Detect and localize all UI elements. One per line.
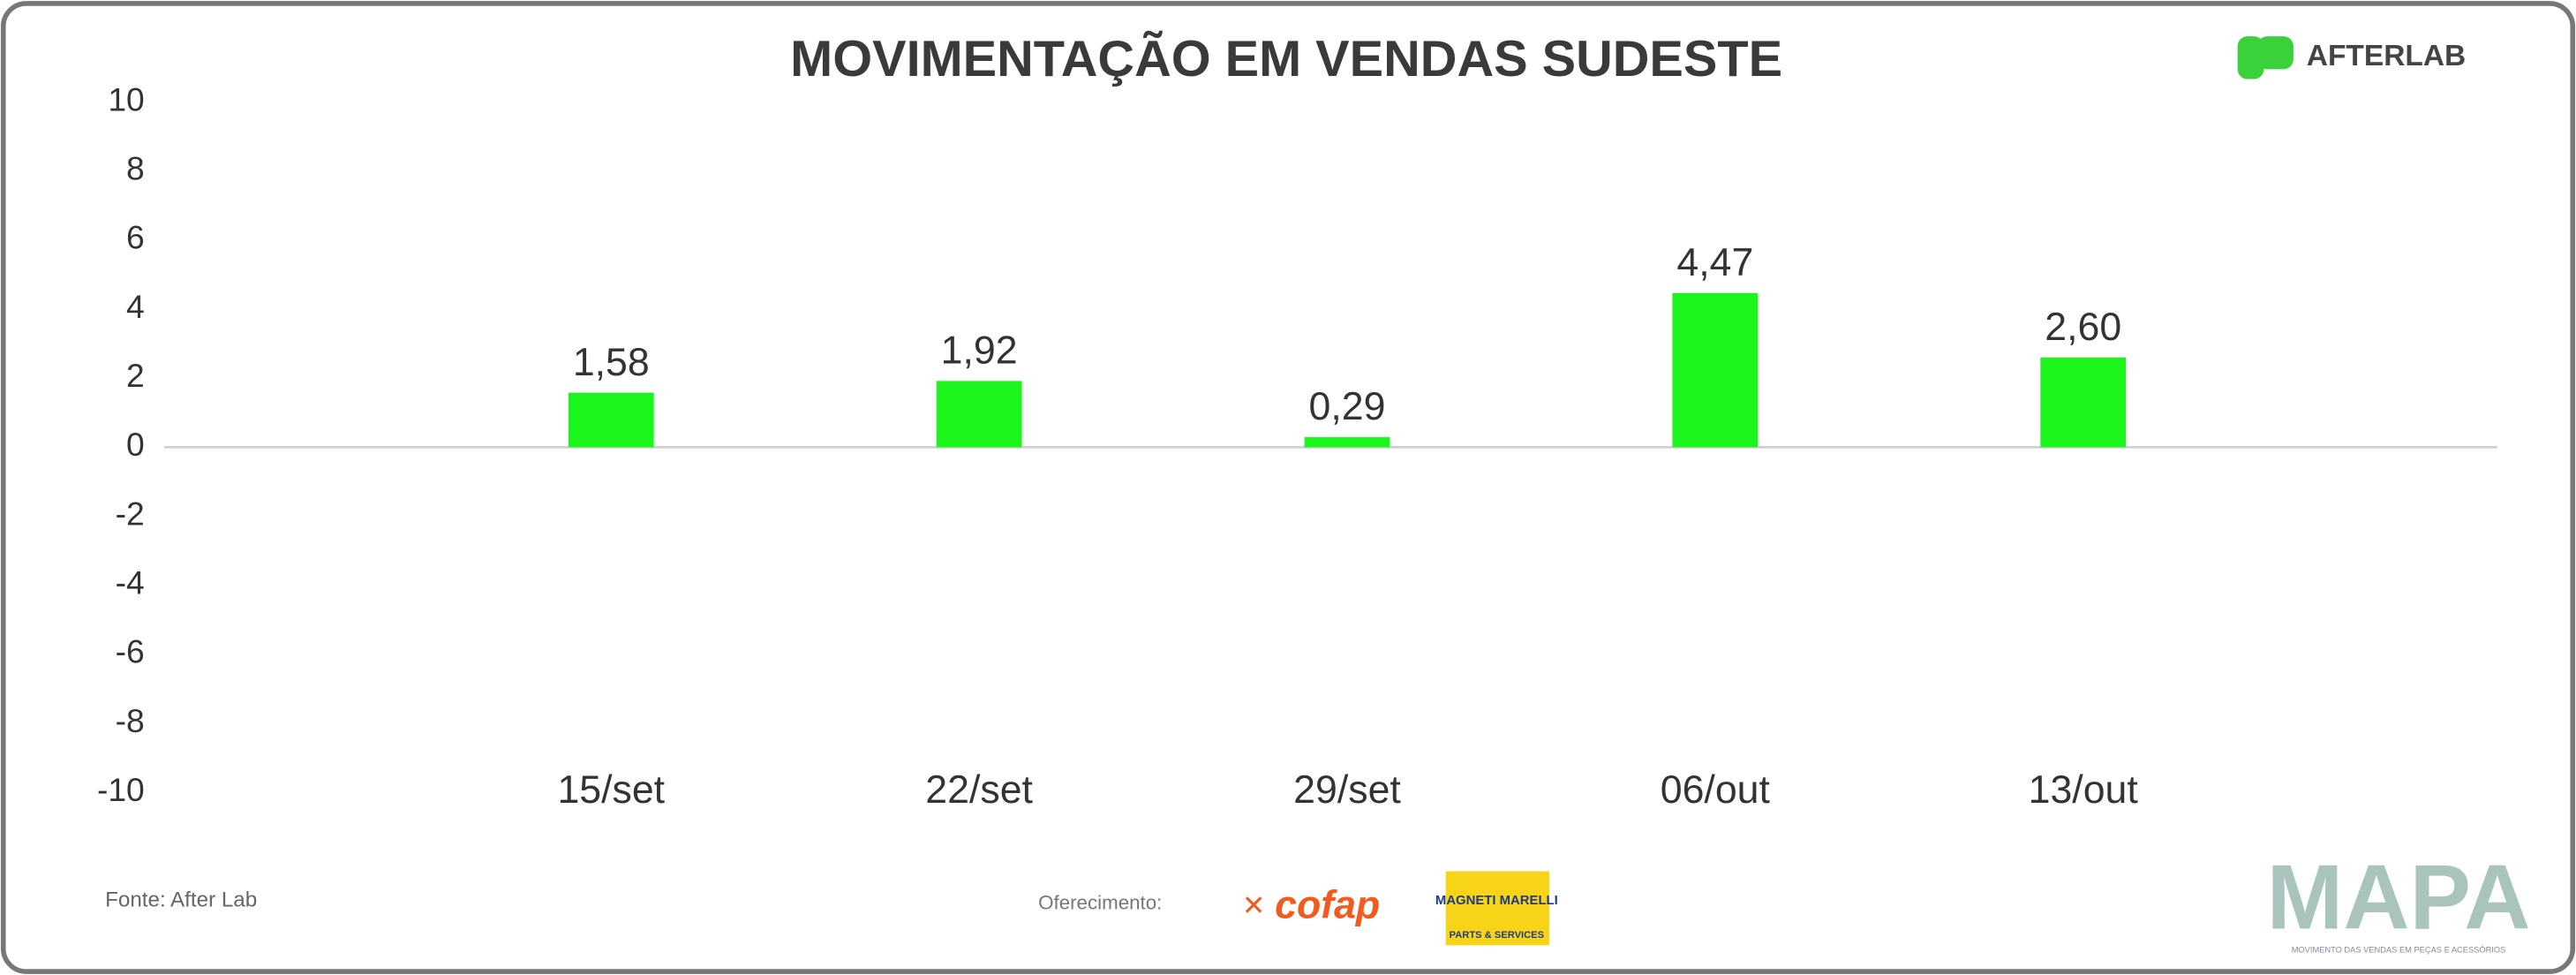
value-label: 0,29 <box>1309 385 1386 428</box>
value-label: 1,58 <box>573 341 650 384</box>
cofap-icon: ✕ <box>1242 889 1266 921</box>
bar <box>2040 357 2127 448</box>
bar <box>1304 437 1390 448</box>
magneti-text: MAGNETI MARELLI <box>1435 894 1558 908</box>
mapa-sub: MOVIMENTO DAS VENDAS EM PEÇAS E ACESSÓRI… <box>2292 945 2506 954</box>
y-tick-label: -4 <box>116 564 145 601</box>
cofap-logo: ✕ cofap <box>1242 883 1380 926</box>
y-tick-label: 0 <box>126 426 145 463</box>
x-tick-label: 13/out <box>2029 768 2139 812</box>
bar <box>1672 292 1759 448</box>
y-tick-label: 2 <box>126 357 145 394</box>
y-tick-label: -8 <box>116 702 145 739</box>
x-tick-label: 06/out <box>1661 768 1771 812</box>
magneti-logo: MAGNETI MARELLI PARTS & SERVICES <box>1435 871 1558 946</box>
afterlab-icon <box>2256 36 2294 70</box>
y-tick-label: -6 <box>116 633 145 670</box>
y-tick-label: 8 <box>126 150 145 187</box>
y-tick-label: -2 <box>116 495 145 532</box>
x-tick-label: 15/set <box>557 768 665 812</box>
bar <box>936 381 1022 448</box>
y-tick-label: 6 <box>126 219 145 256</box>
chart-title: MOVIMENTAÇÃO EM VENDAS SUDESTE <box>790 31 1782 87</box>
bar <box>568 392 654 448</box>
value-label: 4,47 <box>1676 241 1753 284</box>
y-tick-label: 10 <box>108 80 144 117</box>
x-tick-label: 22/set <box>925 768 1033 812</box>
afterlab-text: AFTERLAB <box>2307 40 2466 72</box>
mapa-logo: MAPA <box>2266 846 2530 949</box>
x-tick-label: 29/set <box>1293 768 1401 812</box>
y-tick-label: 4 <box>126 288 145 325</box>
value-label: 2,60 <box>2045 306 2121 349</box>
afterlab-logo: AFTERLAB <box>2237 36 2466 79</box>
y-tick-label: -10 <box>97 771 145 808</box>
magneti-sub: PARTS & SERVICES <box>1450 930 1544 941</box>
magneti-box <box>1445 871 1549 946</box>
source-note: Fonte: After Lab <box>105 888 257 911</box>
cofap-text: cofap <box>1275 883 1380 926</box>
value-label: 1,92 <box>941 329 1018 373</box>
sponsor-label: Oferecimento: <box>1038 892 1162 914</box>
